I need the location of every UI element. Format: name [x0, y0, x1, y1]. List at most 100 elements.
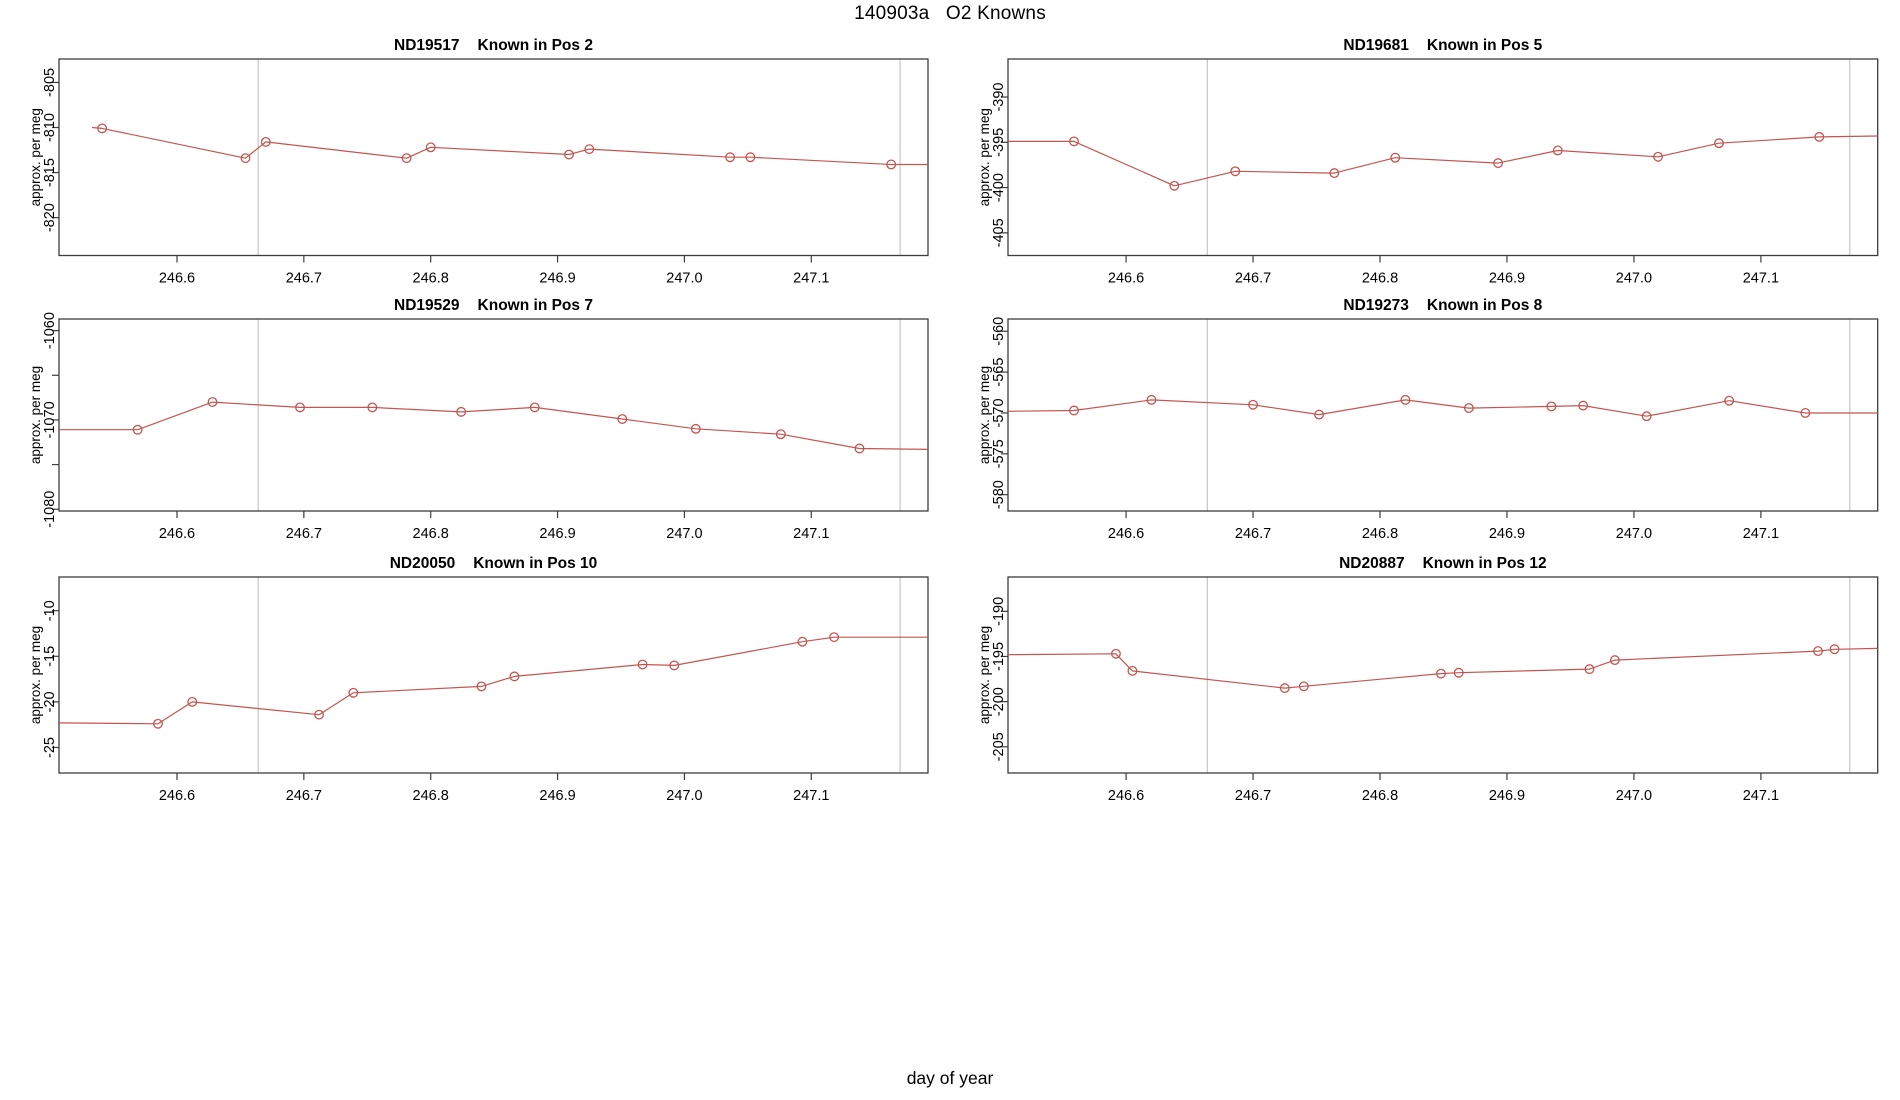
data-point	[187, 696, 198, 707]
data-point	[97, 123, 108, 134]
x-axis-title: day of year	[906, 1068, 994, 1088]
data-point	[1298, 681, 1309, 692]
y-tick-label: -815	[42, 158, 58, 187]
data-point	[1714, 138, 1724, 149]
data-point	[637, 659, 648, 670]
x-tick-label: 247.1	[793, 526, 829, 542]
data-line	[58, 636, 928, 725]
y-axis-title: approx. per meg	[977, 108, 992, 206]
x-tick-label: 246.8	[1362, 526, 1398, 542]
data-point	[797, 636, 808, 647]
data-point	[1390, 152, 1401, 163]
x-tick-label: 247.0	[666, 788, 702, 804]
data-point	[367, 402, 378, 413]
x-tick-label: 247.0	[666, 271, 702, 287]
data-point	[401, 153, 412, 164]
x-tick-label: 246.9	[1489, 788, 1525, 804]
data-point	[829, 632, 840, 643]
y-tick-label: -200	[991, 687, 1007, 716]
data-point	[1493, 158, 1504, 169]
chart-ND19517: 246.6 246.7 246.8 246.9 247.0 247.1 -820 -815 -8…	[28, 37, 929, 287]
chart-title: ND20887 Known in Pos 12	[1339, 555, 1547, 572]
data-point	[745, 152, 756, 163]
chart-ND19273: 246.6 246.7 246.8 246.9 247.0 247.1 -580 -575 -5…	[977, 297, 1879, 542]
chart-title-id: ND19529	[394, 297, 460, 314]
x-tick-label: 247.1	[1743, 271, 1779, 287]
x-tick-label: 246.6	[159, 526, 195, 542]
x-tick-label: 246.9	[1489, 526, 1525, 542]
data-point	[1314, 409, 1325, 420]
data-point	[1813, 646, 1823, 657]
chart-title-pos: Known in Pos 2	[478, 37, 593, 54]
data-point	[854, 443, 865, 454]
y-tick-label: -205	[991, 732, 1007, 761]
data-point	[1463, 403, 1474, 414]
x-tick-label: 246.7	[1235, 271, 1271, 287]
data-point	[1546, 401, 1557, 412]
chart-title-id: ND20050	[390, 555, 456, 572]
chart-title-pos: Known in Pos 5	[1427, 37, 1543, 54]
y-tick-label: -25	[42, 737, 58, 758]
x-tick-label: 246.8	[1362, 271, 1398, 287]
x-tick-label: 246.9	[539, 788, 575, 804]
data-point	[1609, 655, 1620, 666]
chart-ND19529: 246.6 246.7 246.8 246.9 247.0 247.1 -1080 -1070…	[28, 297, 929, 542]
x-tick-label: 246.7	[1235, 788, 1271, 804]
data-point	[260, 136, 271, 147]
y-tick-label: -1060	[42, 312, 58, 349]
data-point	[1329, 168, 1340, 179]
x-tick-label: 246.7	[286, 271, 322, 287]
data-point	[1814, 131, 1825, 142]
x-tick-label: 247.1	[793, 788, 829, 804]
x-tick-label: 247.1	[1743, 788, 1779, 804]
y-tick-label: -580	[991, 480, 1007, 509]
data-point	[1146, 394, 1157, 405]
data-point	[1248, 399, 1258, 410]
plot-box	[58, 58, 929, 257]
y-tick-label: -195	[991, 642, 1007, 671]
y-axis-title: approx. per meg	[977, 366, 992, 464]
y-axis-title: approx. per meg	[28, 366, 43, 464]
data-point	[425, 142, 436, 153]
data-point	[886, 159, 897, 170]
chart-ND20050: 246.6 246.7 246.8 246.9 247.0 247.1 -25 -20 -15 -…	[28, 555, 929, 804]
x-tick-label: 246.6	[159, 788, 195, 804]
data-point	[1578, 400, 1589, 411]
y-tick-label: -820	[42, 203, 58, 232]
data-point	[564, 149, 574, 160]
data-point	[153, 718, 163, 729]
plot-box	[1007, 318, 1879, 512]
chart-title: ND19273 Known in Pos 8	[1343, 297, 1542, 314]
y-tick-label: -560	[991, 317, 1007, 346]
x-tick-label: 246.8	[1362, 788, 1398, 804]
x-tick-label: 246.9	[539, 526, 575, 542]
data-point	[476, 681, 487, 692]
data-point	[1230, 166, 1241, 177]
chart-title: ND19517 Known in Pos 2	[394, 37, 593, 54]
data-point	[617, 414, 628, 424]
data-point	[207, 397, 218, 408]
data-point	[584, 144, 595, 155]
y-tick-label: -405	[991, 218, 1007, 247]
x-tick-label: 246.7	[286, 526, 322, 542]
plot-box	[1007, 576, 1879, 774]
data-line	[91, 126, 928, 166]
chart-title-pos: Known in Pos 8	[1427, 297, 1543, 314]
x-tick-label: 246.6	[159, 271, 195, 287]
x-tick-label: 246.9	[539, 271, 575, 287]
data-point	[295, 402, 305, 413]
y-tick-label: -190	[991, 597, 1007, 626]
y-tick-label: -390	[991, 83, 1007, 112]
data-point	[1653, 151, 1664, 162]
y-tick-label: -565	[991, 358, 1007, 387]
data-point	[1169, 180, 1180, 191]
data-point	[240, 153, 251, 164]
data-point	[529, 402, 540, 413]
y-tick-label: -810	[42, 113, 58, 142]
y-tick-label: -15	[42, 646, 58, 667]
chart-title-pos: Known in Pos 7	[478, 297, 593, 314]
y-tick-label: -20	[42, 691, 58, 712]
x-tick-label: 247.1	[1743, 526, 1779, 542]
data-point	[669, 660, 680, 671]
